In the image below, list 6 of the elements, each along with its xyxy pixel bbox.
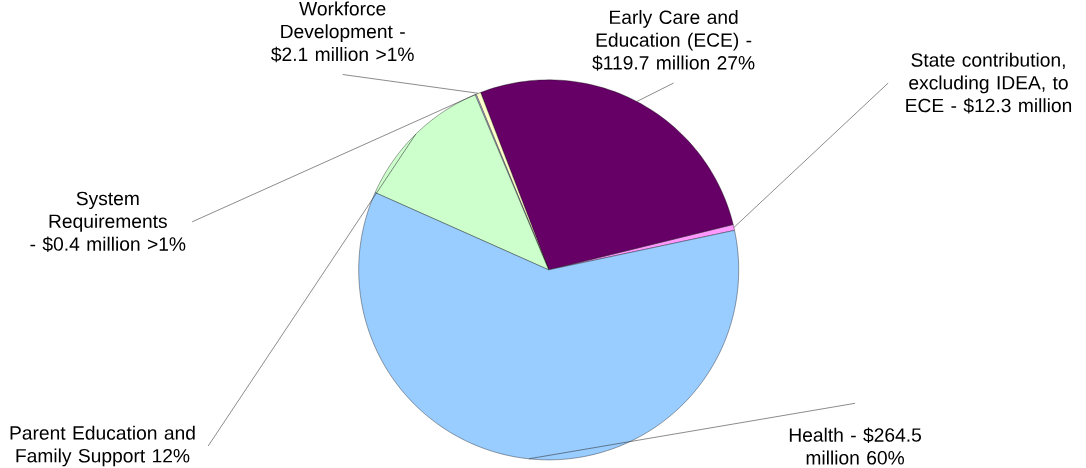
slice-label: Health - $264.5 million 60% bbox=[789, 427, 921, 465]
slice-label: State contribution, excluding IDEA, to ECE - $12.3 million bbox=[906, 52, 1072, 114]
slice-label: Early Care and Education (ECE) - $119.7 million 27% bbox=[592, 10, 755, 71]
slice-label: Parent Education and Family Support 12% bbox=[10, 425, 195, 467]
slice-label: Workforce Development - $2.1 million >1% bbox=[271, 1, 414, 63]
slice-label: System Requirements - $0.4 million >1% bbox=[30, 191, 186, 253]
